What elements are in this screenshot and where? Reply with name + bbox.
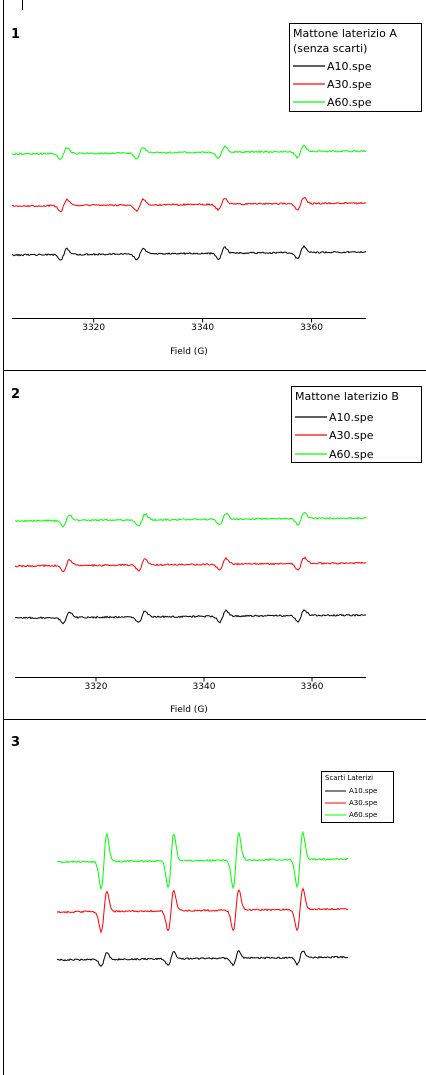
panel-1: 1 Mattone laterizio A (senza scarti) A10… — [11, 23, 422, 357]
legend-label-a10: A10.spe — [329, 411, 374, 424]
legend-title-line-1: Mattone laterizio B — [295, 390, 399, 403]
legend-label-a30: A30.spe — [349, 799, 377, 807]
spectra-traces — [14, 512, 367, 625]
x-ticks: 3320 3340 3360 — [82, 318, 323, 333]
legend-title-line-2: (senza scarti) — [293, 42, 367, 55]
panel-3: 3 Scarti Laterizi A10.spe A30.spe A60.sp… — [11, 735, 394, 968]
series-line-a10 — [14, 609, 367, 625]
legend-box — [289, 23, 422, 112]
x-tick-label-3320: 3320 — [85, 682, 108, 692]
series-line-a30 — [11, 197, 367, 213]
legend-label-a60: A60.spe — [349, 811, 377, 819]
legend-label-a60: A60.spe — [327, 96, 372, 109]
panel-2: 2 Mattone laterizio B A10.spe A30.spe A6… — [11, 386, 422, 715]
x-tick-label-3360: 3360 — [300, 323, 323, 333]
x-axis-label: Field (G) — [170, 347, 208, 357]
legend-box — [321, 771, 394, 823]
legend: Mattone laterizio A (senza scarti) A10.s… — [289, 23, 422, 112]
legend-title-line-1: Scarti Laterizi — [325, 774, 373, 782]
legend-title-line-1: Mattone laterizio A — [293, 27, 397, 40]
x-tick-label-3320: 3320 — [82, 323, 105, 333]
series-line-a60 — [14, 512, 367, 528]
legend-box — [291, 386, 422, 463]
legend-label-a30: A30.spe — [329, 429, 374, 442]
panel-label: 2 — [11, 387, 20, 402]
x-tick-label-3360: 3360 — [301, 682, 324, 692]
series-line-a10 — [11, 245, 367, 261]
x-ticks: 3320 3340 3360 — [85, 677, 324, 692]
series-line-a60 — [11, 144, 367, 160]
series-line-a30 — [14, 556, 367, 573]
panel-label: 3 — [11, 735, 20, 750]
legend: Mattone laterizio B A10.spe A30.spe A60.… — [291, 386, 422, 463]
legend-label-a60: A60.spe — [329, 448, 374, 461]
series-line-a30 — [56, 887, 349, 934]
legend: Scarti Laterizi A10.spe A30.spe A60.spe — [321, 771, 394, 823]
legend-label-a10: A10.spe — [327, 60, 372, 73]
x-axis-label: Field (G) — [170, 705, 208, 715]
x-tick-label-3340: 3340 — [193, 682, 216, 692]
legend-label-a10: A10.spe — [349, 787, 377, 795]
series-line-a60 — [57, 830, 349, 890]
series-line-a10 — [56, 950, 349, 968]
spectra-traces — [11, 144, 367, 261]
x-tick-label-3340: 3340 — [191, 323, 214, 333]
spectra-traces — [56, 830, 349, 968]
panel-label: 1 — [11, 27, 20, 42]
legend-label-a30: A30.spe — [327, 78, 372, 91]
